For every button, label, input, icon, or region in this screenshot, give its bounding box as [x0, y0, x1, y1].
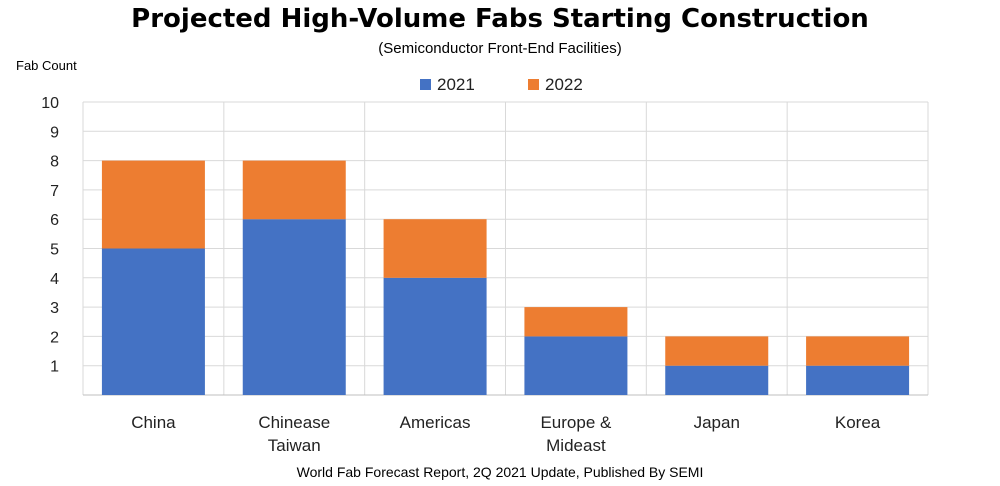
legend-label-2021: 2021 [437, 75, 475, 94]
x-category-label: Japan [694, 413, 740, 432]
bar-2021-europe-mideast [524, 336, 628, 395]
bar-2021-korea [806, 365, 910, 395]
legend-swatch-2021 [420, 79, 431, 90]
chart-title: Projected High-Volume Fabs Starting Cons… [131, 4, 869, 34]
y-tick-label: 10 [41, 95, 59, 112]
bar-2022-japan [665, 336, 769, 366]
bar-2022-china [101, 160, 205, 249]
legend-label-2022: 2022 [545, 75, 583, 94]
y-tick-label: 2 [50, 329, 59, 346]
y-tick-label: 1 [50, 359, 59, 376]
x-category-label: China [131, 413, 176, 432]
x-category-label: Korea [835, 413, 881, 432]
y-axis-label: Fab Count [16, 58, 77, 73]
legend-swatch-2022 [528, 79, 539, 90]
y-tick-label: 8 [50, 154, 59, 171]
y-tick-label: 9 [50, 124, 59, 141]
bar-2021-americas [383, 277, 487, 395]
bar-2022-europe-mideast [524, 307, 628, 337]
x-category-label: Mideast [546, 436, 606, 455]
chart-subtitle: (Semiconductor Front-End Facilities) [378, 40, 622, 57]
bar-2021-china [101, 248, 205, 395]
bar-2022-americas [383, 219, 487, 278]
bar-2021-japan [665, 365, 769, 395]
x-category-label: Americas [400, 413, 471, 432]
x-category-label: Taiwan [268, 436, 321, 455]
x-category-label: Chinease [258, 413, 330, 432]
x-category-label: Europe & [540, 413, 612, 432]
y-tick-label: 5 [50, 242, 59, 259]
y-tick-label: 4 [50, 271, 59, 288]
bar-2022-korea [806, 336, 910, 366]
y-tick-label: 6 [50, 212, 59, 229]
y-tick-label: 7 [50, 183, 59, 200]
bar-2022-chinease-taiwan [242, 160, 346, 220]
source-note: World Fab Forecast Report, 2Q 2021 Updat… [296, 464, 704, 480]
y-tick-label: 3 [50, 300, 59, 317]
bar-2021-chinease-taiwan [242, 219, 346, 395]
